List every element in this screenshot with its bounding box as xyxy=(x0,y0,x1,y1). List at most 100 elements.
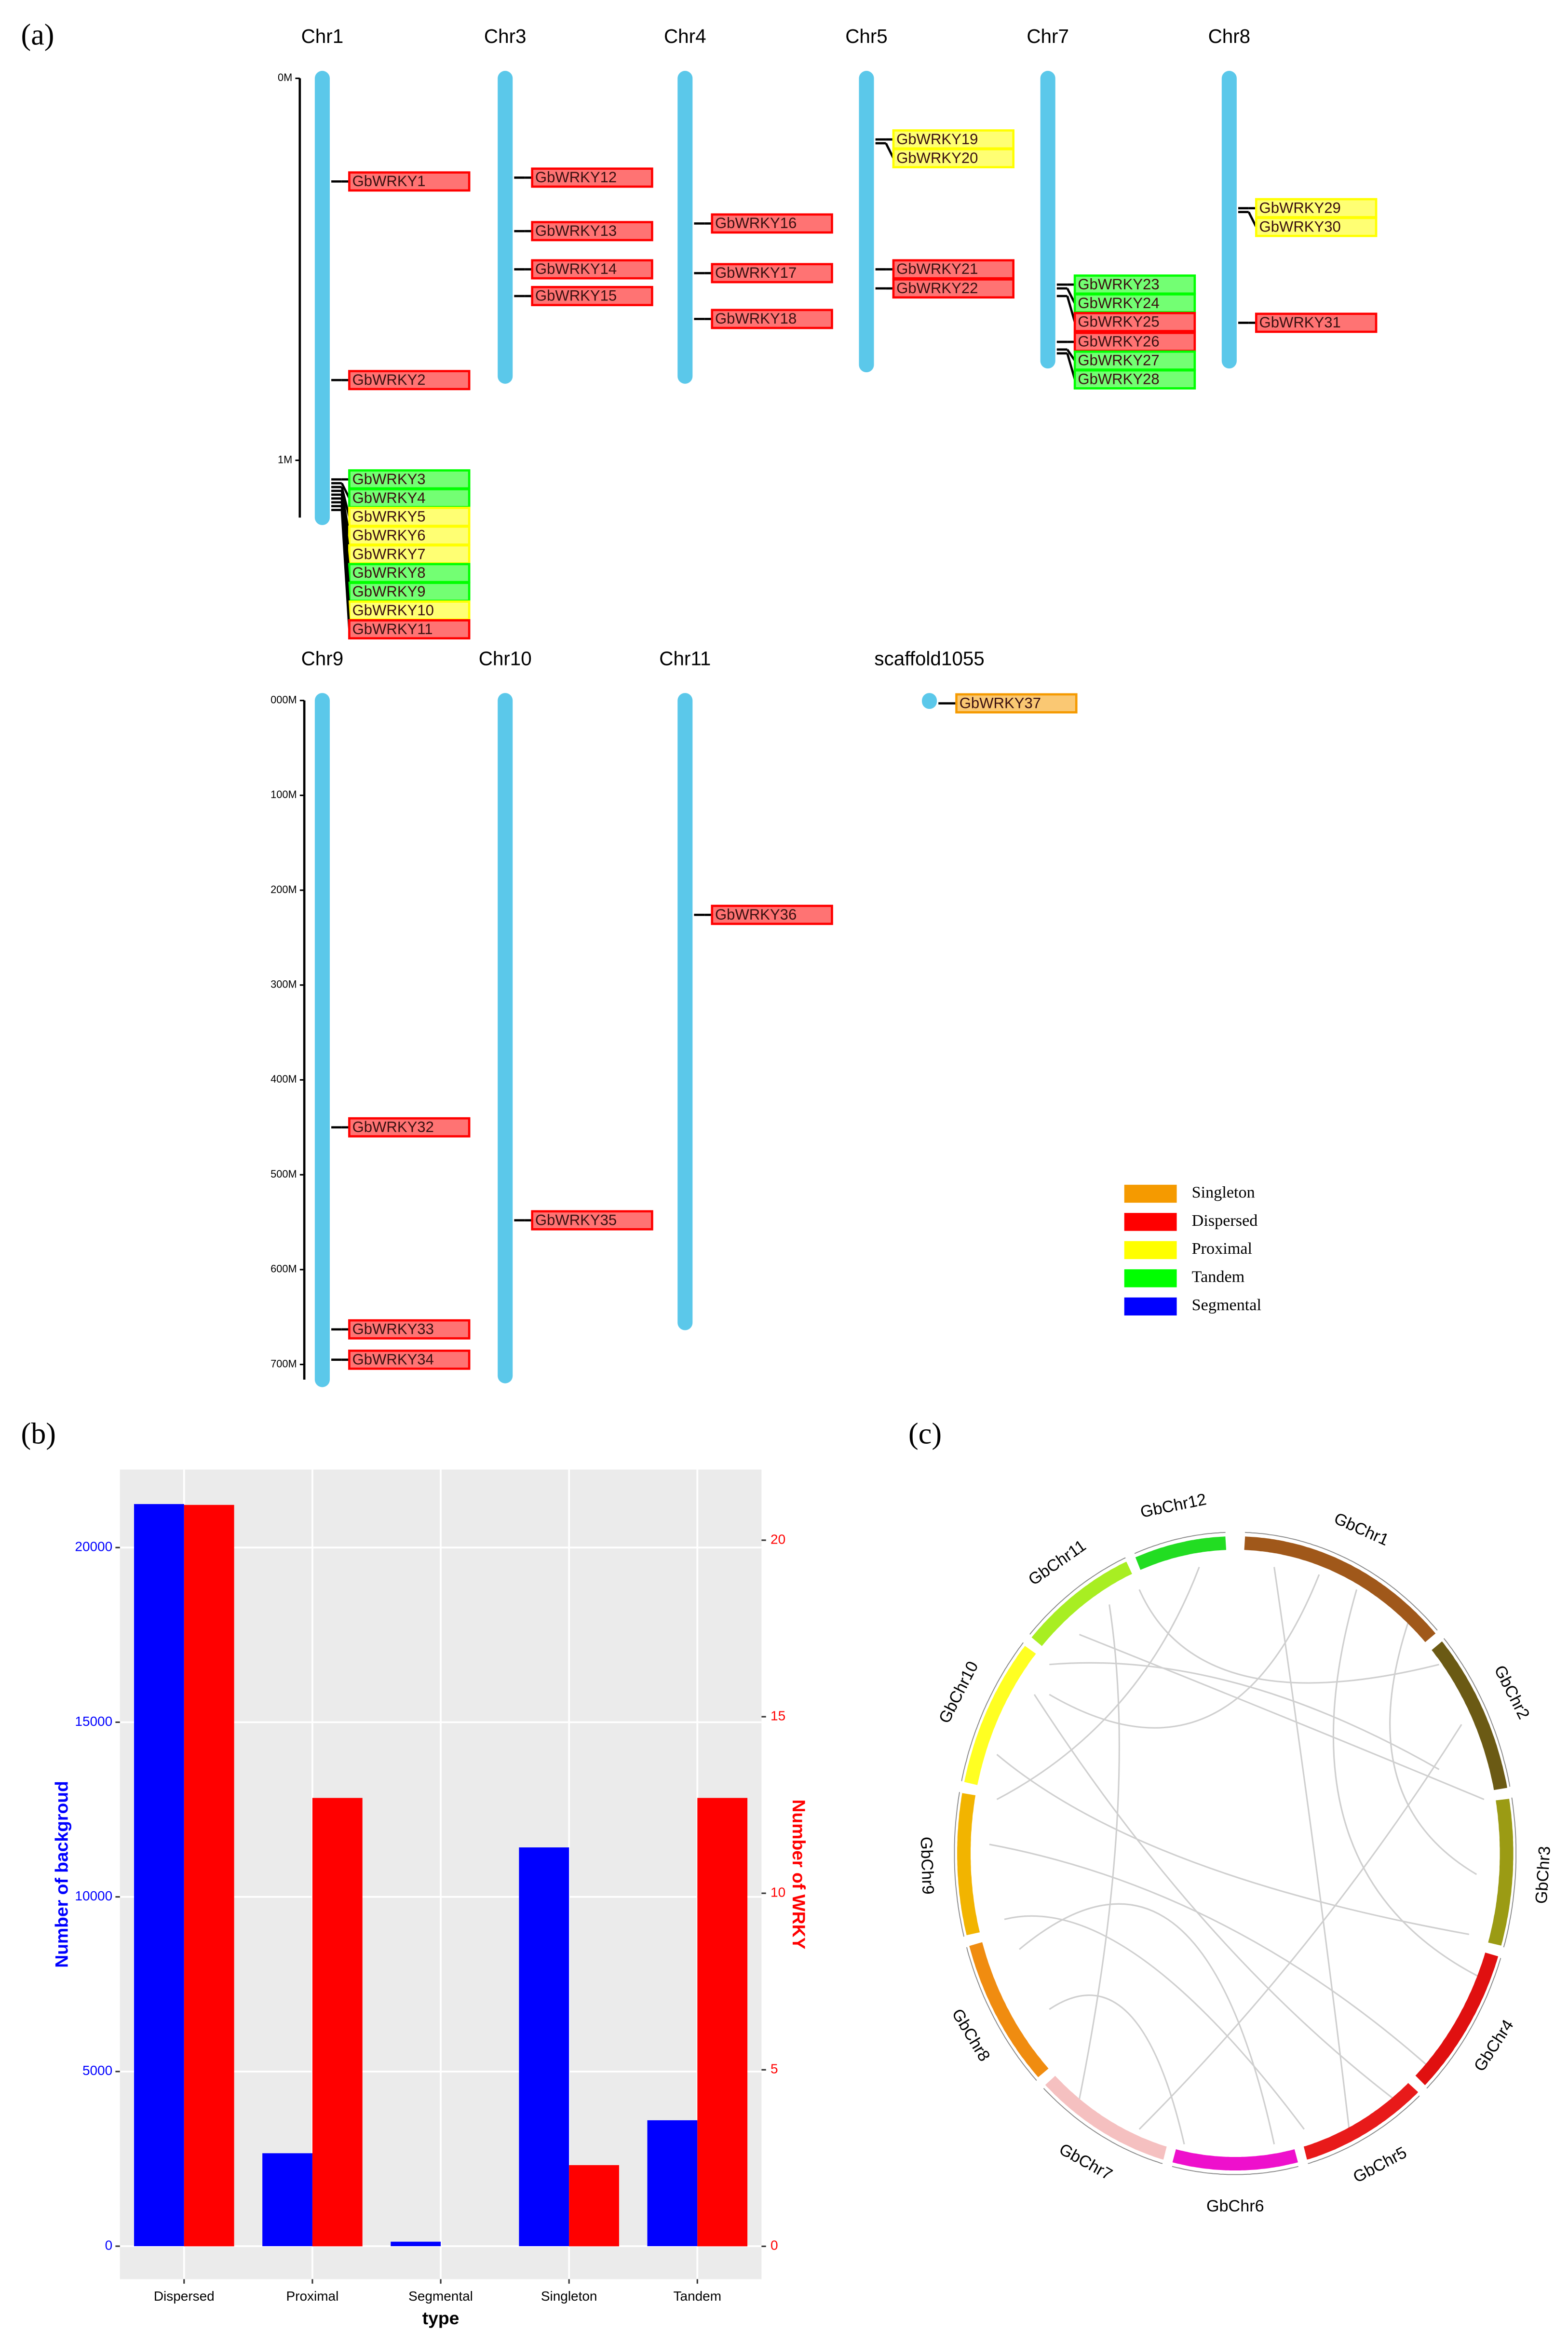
gene-label-box xyxy=(348,544,471,565)
link xyxy=(996,1567,1200,1800)
gene-label-box xyxy=(711,213,833,234)
gene-label: GbWRKY12 xyxy=(535,169,617,186)
y-tick-label: 5000 xyxy=(82,2063,112,2078)
gene-label-box xyxy=(711,309,833,329)
tick-label: 100M xyxy=(270,788,297,800)
chromosome-arc xyxy=(1488,1799,1514,1946)
chromosome-arc xyxy=(1415,1952,1499,2086)
gene-label: GbWRKY30 xyxy=(1259,218,1341,235)
link xyxy=(1049,1994,1185,2144)
chromosome-label: GbChr10 xyxy=(935,1658,982,1726)
gene-label-box xyxy=(711,263,833,284)
link xyxy=(1033,1694,1395,2100)
gene-label: GbWRKY32 xyxy=(352,1119,434,1136)
y-tick-label: 0 xyxy=(105,2237,113,2252)
link xyxy=(1138,1589,1440,1684)
gene-label: GbWRKY11 xyxy=(352,621,433,637)
gene-connector xyxy=(340,483,351,499)
y-tick-label: 15000 xyxy=(75,1714,112,1729)
gene-label: GbWRKY5 xyxy=(352,508,426,525)
gene-label: GbWRKY31 xyxy=(1259,314,1341,331)
circos-links xyxy=(989,1567,1485,2144)
panel-label: (b) xyxy=(21,1417,56,1450)
gene-label-box xyxy=(348,506,471,527)
chromosome-name: Chr10 xyxy=(479,647,532,669)
link xyxy=(1273,1567,1350,2129)
legend-swatch xyxy=(1124,1213,1177,1231)
tick-label: 000M xyxy=(270,693,297,705)
y2-tick-label: 20 xyxy=(770,1532,785,1546)
gene-label: GbWRKY13 xyxy=(535,222,617,239)
chromosome xyxy=(314,70,330,525)
scale-ring xyxy=(1029,1557,1126,1635)
gene-connector xyxy=(1247,211,1257,228)
y2-tick-label: 15 xyxy=(770,1708,785,1723)
gene-label-box xyxy=(1255,217,1378,237)
y-tick-label: 20000 xyxy=(75,1539,112,1554)
gene-label-box xyxy=(531,1210,653,1231)
gene-label-box xyxy=(892,148,1015,169)
chromosome-label: GbChr7 xyxy=(1056,2140,1115,2184)
x-tick-label: Singleton xyxy=(541,2289,597,2304)
x-tick-label: Segmental xyxy=(408,2289,473,2304)
bar xyxy=(184,1505,234,2247)
gene-label: GbWRKY22 xyxy=(896,280,978,297)
bar xyxy=(569,2165,619,2247)
chromosome-arc xyxy=(1244,1536,1436,1642)
gene-label-box xyxy=(955,693,1078,714)
tick-label: 300M xyxy=(270,978,297,990)
chromosome xyxy=(314,693,330,1387)
scale-ring xyxy=(1172,2166,1298,2175)
gene-label: GbWRKY28 xyxy=(1078,370,1159,387)
gene-label-box xyxy=(531,259,653,280)
chromosome xyxy=(859,70,874,373)
gene-label: GbWRKY16 xyxy=(715,215,797,231)
chromosome xyxy=(922,693,937,709)
legend-swatch xyxy=(1124,1269,1177,1288)
chromosome-label: GbChr1 xyxy=(1331,1509,1392,1549)
scale-ring xyxy=(954,1792,964,1937)
gene-label: GbWRKY25 xyxy=(1078,313,1159,330)
chromosome-arc xyxy=(1432,1641,1507,1790)
gene-label: GbWRKY15 xyxy=(535,287,617,304)
gene-label-box xyxy=(892,278,1015,299)
scale-ring xyxy=(1244,1532,1438,1631)
gene-label: GbWRKY1 xyxy=(352,173,426,190)
tick-label: 1M xyxy=(278,453,292,465)
chromosome-arc xyxy=(1172,2149,1298,2171)
x-tick-label: Tandem xyxy=(674,2289,722,2304)
gene-label-box xyxy=(1073,369,1196,390)
chromosome xyxy=(677,70,693,384)
y2-tick-label: 5 xyxy=(770,2061,778,2076)
legend-swatch xyxy=(1124,1241,1177,1260)
gene-label: GbWRKY3 xyxy=(352,471,426,488)
legend-label: Tandem xyxy=(1192,1268,1245,1286)
gene-label-box xyxy=(348,1117,471,1138)
chromosome-label: GbChr2 xyxy=(1490,1662,1533,1722)
scale-ring xyxy=(961,1642,1024,1781)
x-tick-label: Proximal xyxy=(286,2289,339,2304)
legend-label: Singleton xyxy=(1192,1183,1255,1201)
gene-label-box xyxy=(531,285,653,306)
gene-label: GbWRKY4 xyxy=(352,489,426,506)
chromosome-label: GbChr3 xyxy=(1532,1845,1554,1904)
link xyxy=(1049,1662,1440,1770)
gene-label: GbWRKY14 xyxy=(535,260,617,277)
scale-ring xyxy=(1443,1638,1511,1787)
legend-swatch xyxy=(1124,1184,1177,1203)
gene-label: GbWRKY17 xyxy=(715,264,797,281)
gene-connector xyxy=(1066,349,1076,362)
chromosome xyxy=(498,70,513,384)
chromosome-label: GbChr5 xyxy=(1350,2143,1410,2187)
gene-label: GbWRKY29 xyxy=(1259,200,1341,217)
bar xyxy=(391,2241,441,2247)
gene-connector xyxy=(1066,353,1076,380)
gene-label: GbWRKY6 xyxy=(352,527,426,543)
gene-label: GbWRKY7 xyxy=(352,545,426,562)
gene-label: GbWRKY10 xyxy=(352,602,434,619)
scale-ring xyxy=(1134,1532,1226,1554)
tick-label: 700M xyxy=(270,1357,297,1369)
link xyxy=(1049,1574,1320,1729)
gene-label: GbWRKY23 xyxy=(1078,276,1159,293)
